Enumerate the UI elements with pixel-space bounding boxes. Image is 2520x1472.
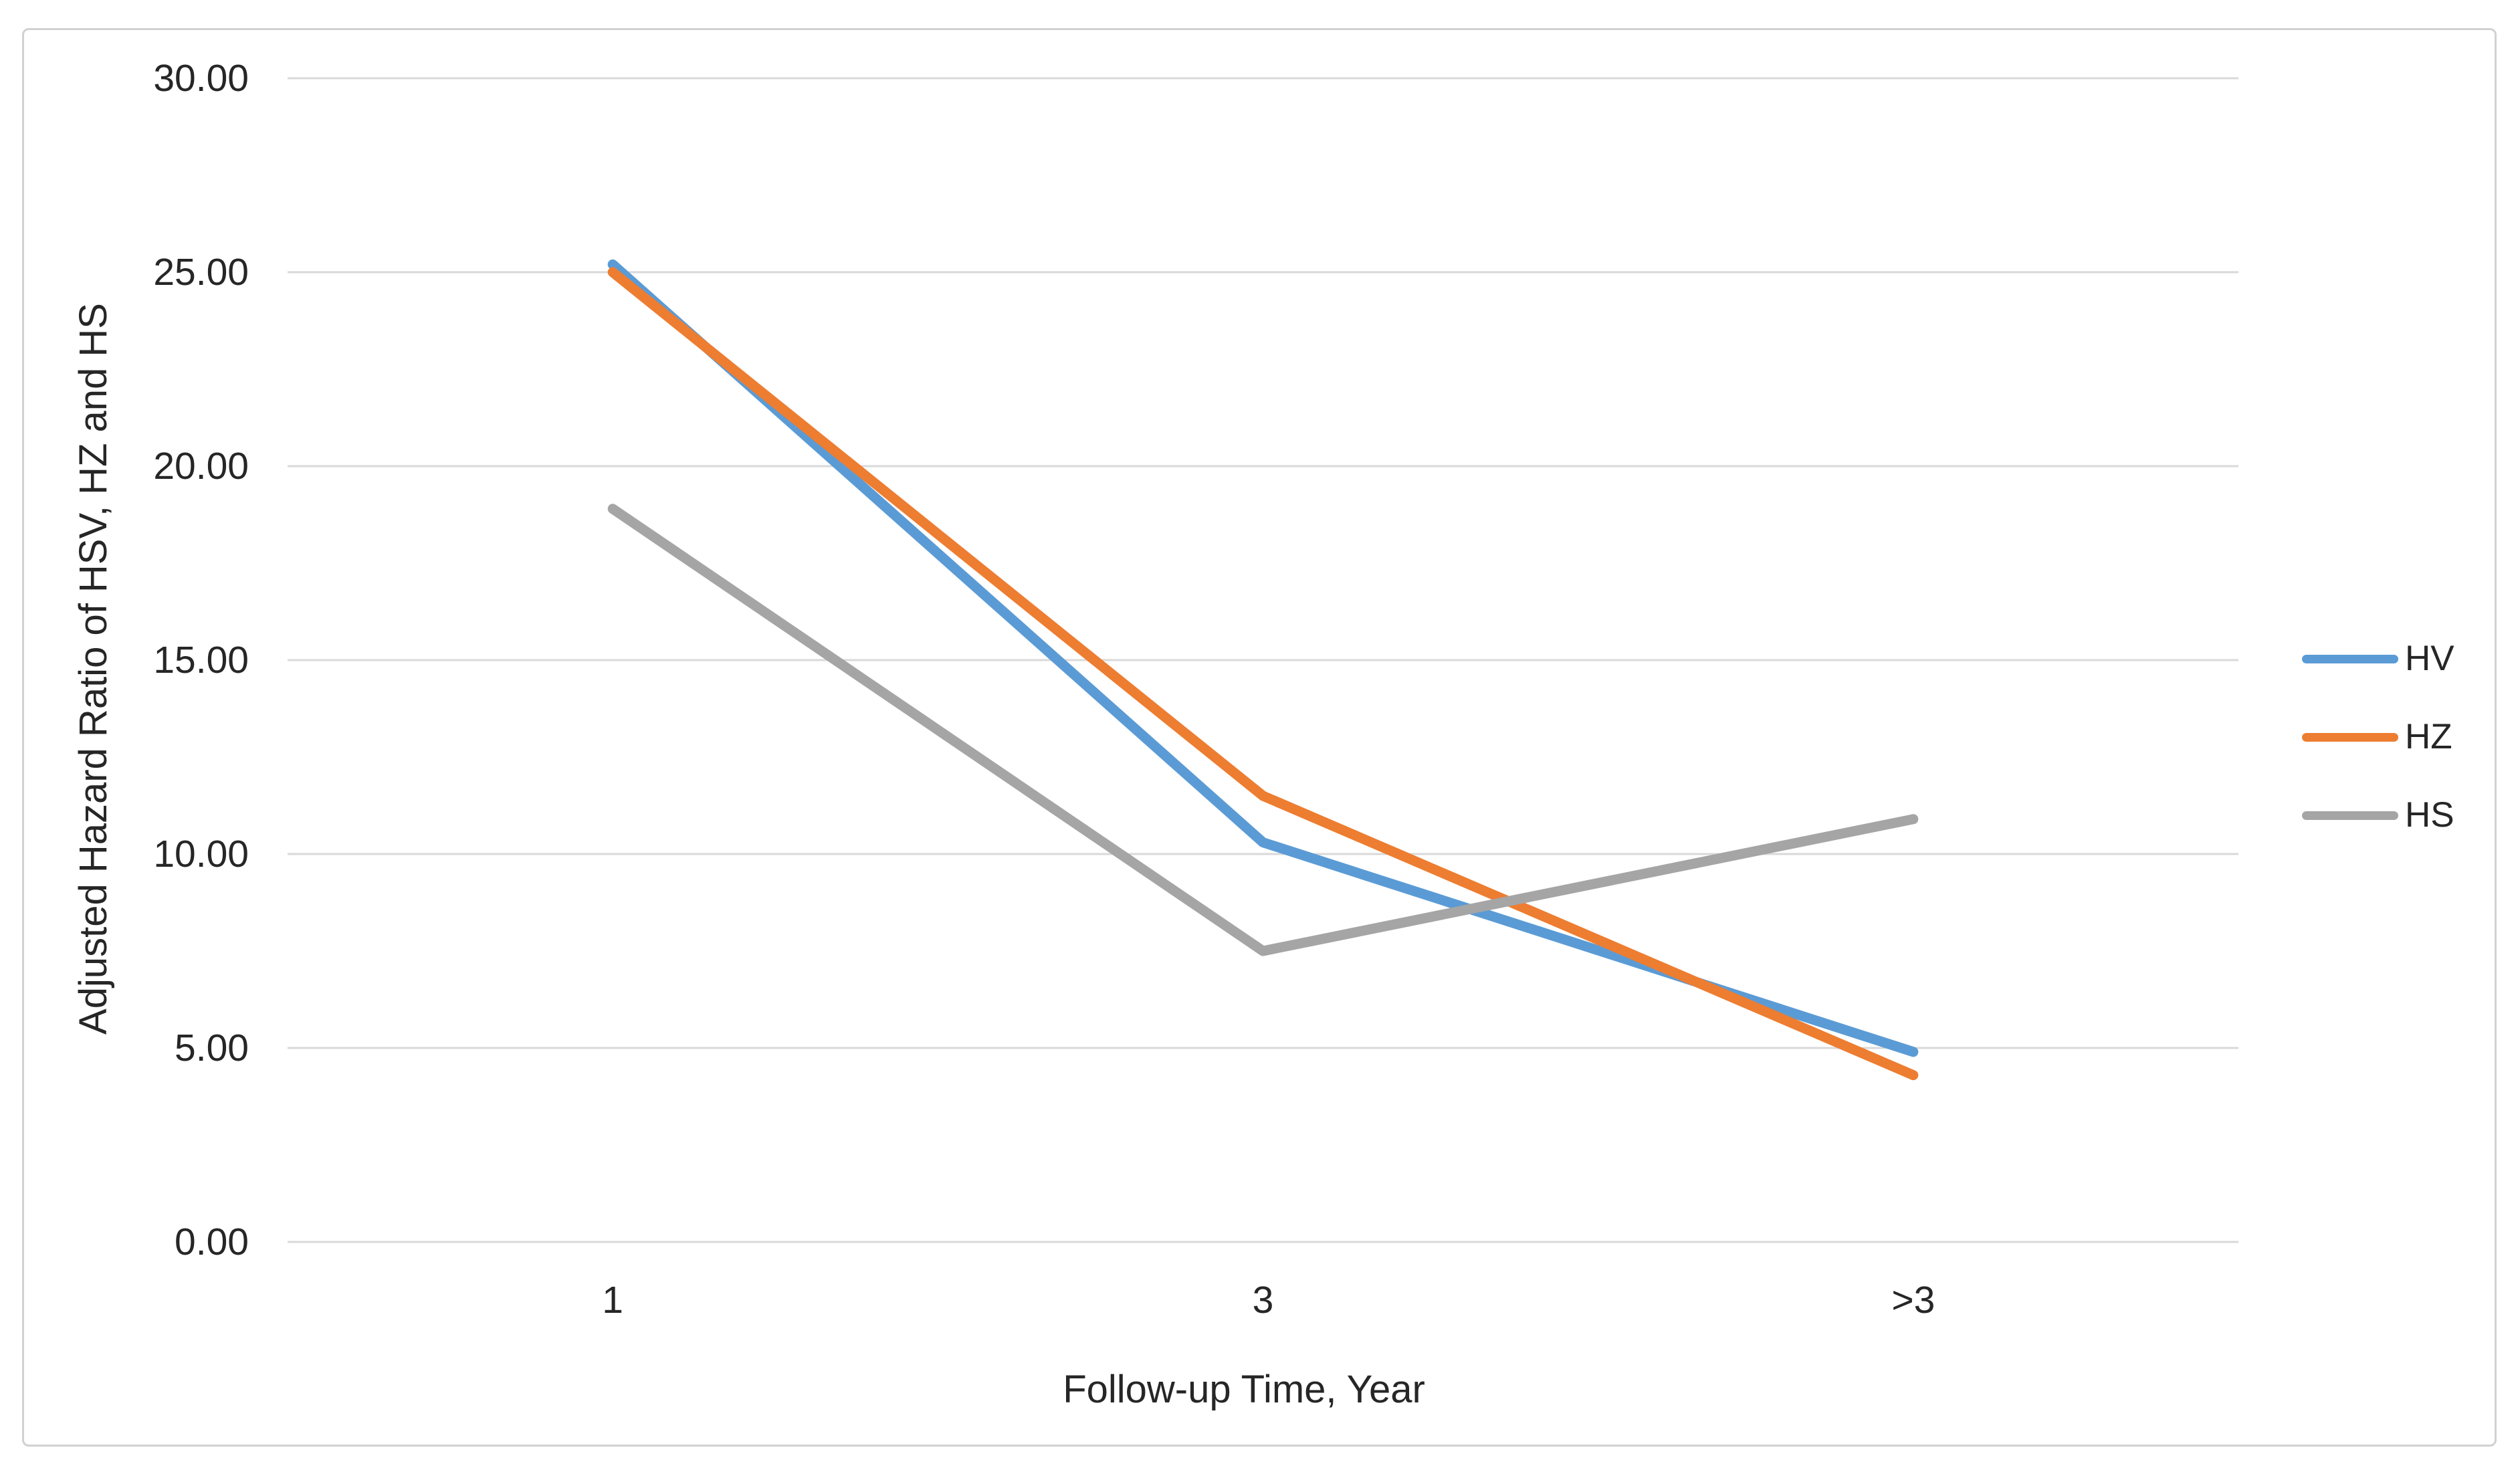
legend-item-hz: HZ — [2302, 716, 2452, 758]
chart-frame — [22, 28, 2497, 1447]
legend-label-hv: HV — [2405, 639, 2454, 678]
y-tick-label-20.00: 20.00 — [153, 445, 249, 488]
series-line-hv — [607, 259, 1919, 1057]
legend-line-swatch-hv — [2302, 654, 2398, 663]
legend-label-hs: HS — [2405, 795, 2454, 835]
y-tick-label-0.00: 0.00 — [175, 1221, 249, 1263]
x-tick-label-1: 1 — [602, 1279, 623, 1322]
x-axis-title: Follow-up Time, Year — [1063, 1368, 1425, 1411]
y-tick-label-30.00: 30.00 — [153, 57, 249, 100]
series-line-hz — [607, 267, 1919, 1081]
y-axis-title: Adjusted Hazard Ratio of HSV, HZ and HS — [72, 303, 115, 1035]
y-tick-label-5.00: 5.00 — [175, 1027, 249, 1069]
legend-item-hv: HV — [2302, 638, 2454, 679]
legend-item-hs: HS — [2302, 795, 2454, 836]
x-tick-label->3: >3 — [1891, 1279, 1935, 1322]
legend-line-swatch-hs — [2302, 811, 2398, 820]
y-tick-label-10.00: 10.00 — [153, 833, 249, 875]
legend-line-swatch-hz — [2302, 732, 2398, 742]
x-tick-label-3: 3 — [1252, 1279, 1274, 1322]
y-tick-label-25.00: 25.00 — [153, 251, 249, 294]
y-tick-label-15.00: 15.00 — [153, 639, 249, 681]
series-line-hs — [607, 504, 1919, 956]
legend-label-hz: HZ — [2405, 717, 2452, 756]
